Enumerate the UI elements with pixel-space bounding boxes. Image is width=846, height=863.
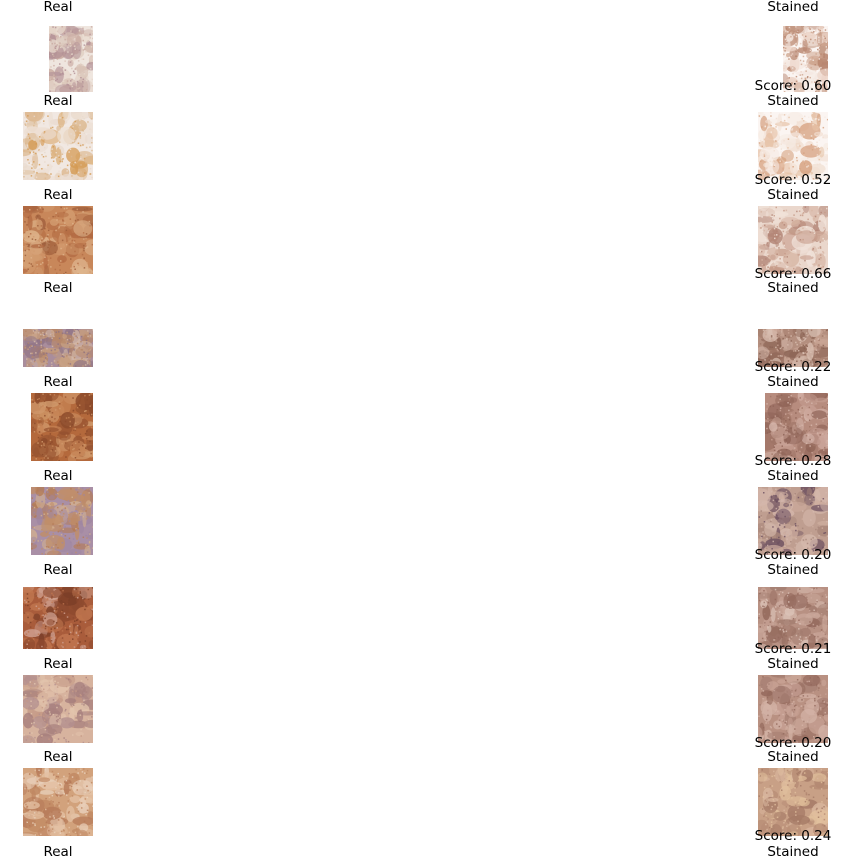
real-label: Real	[43, 187, 73, 203]
stained-tissue-image	[758, 587, 828, 649]
stained-label: Stained	[767, 374, 819, 390]
stained-label: Stained	[767, 187, 819, 203]
score-label: Score: 0.21	[754, 641, 832, 657]
stained-label: Stained	[767, 280, 819, 296]
real-tissue-image	[23, 675, 93, 743]
stained-tissue-image	[758, 768, 828, 836]
real-tissue-image	[23, 112, 93, 180]
score-label: Score: 0.24	[754, 828, 832, 844]
stained-tissue-image	[765, 393, 828, 461]
stained-tissue-image	[758, 487, 828, 555]
real-label: Real	[43, 656, 73, 672]
stained-label: Stained	[767, 93, 819, 109]
stained-label: Stained	[767, 656, 819, 672]
real-label: Real	[43, 562, 73, 578]
real-label: Real	[43, 93, 73, 109]
stained-tissue-image	[783, 26, 828, 92]
stained-label: Stained	[767, 844, 819, 860]
real-tissue-image	[23, 206, 93, 274]
stained-tissue-image	[758, 329, 828, 367]
score-label: Score: 0.60	[754, 78, 832, 94]
stained-label: Stained	[767, 749, 819, 765]
real-tissue-image	[31, 487, 93, 555]
stained-label: Stained	[767, 0, 819, 15]
real-tissue-image	[23, 587, 93, 649]
real-label: Real	[43, 749, 73, 765]
score-label: Score: 0.20	[754, 547, 832, 563]
real-label: Real	[43, 468, 73, 484]
real-label: Real	[43, 844, 73, 860]
stained-label: Stained	[767, 562, 819, 578]
score-label: Score: 0.28	[754, 453, 832, 469]
score-label: Score: 0.52	[754, 172, 832, 188]
score-label: Score: 0.66	[754, 266, 832, 282]
real-tissue-image	[23, 768, 93, 836]
real-label: Real	[43, 0, 73, 15]
stained-tissue-image	[758, 675, 828, 743]
stained-tissue-image	[758, 112, 828, 180]
real-tissue-image	[23, 329, 93, 367]
stained-label: Stained	[767, 468, 819, 484]
score-label: Score: 0.22	[754, 359, 832, 375]
real-label: Real	[43, 280, 73, 296]
real-tissue-image	[49, 26, 93, 92]
score-label: Score: 0.20	[754, 735, 832, 751]
real-label: Real	[43, 374, 73, 390]
stained-tissue-image	[758, 206, 828, 274]
real-tissue-image	[31, 393, 93, 461]
